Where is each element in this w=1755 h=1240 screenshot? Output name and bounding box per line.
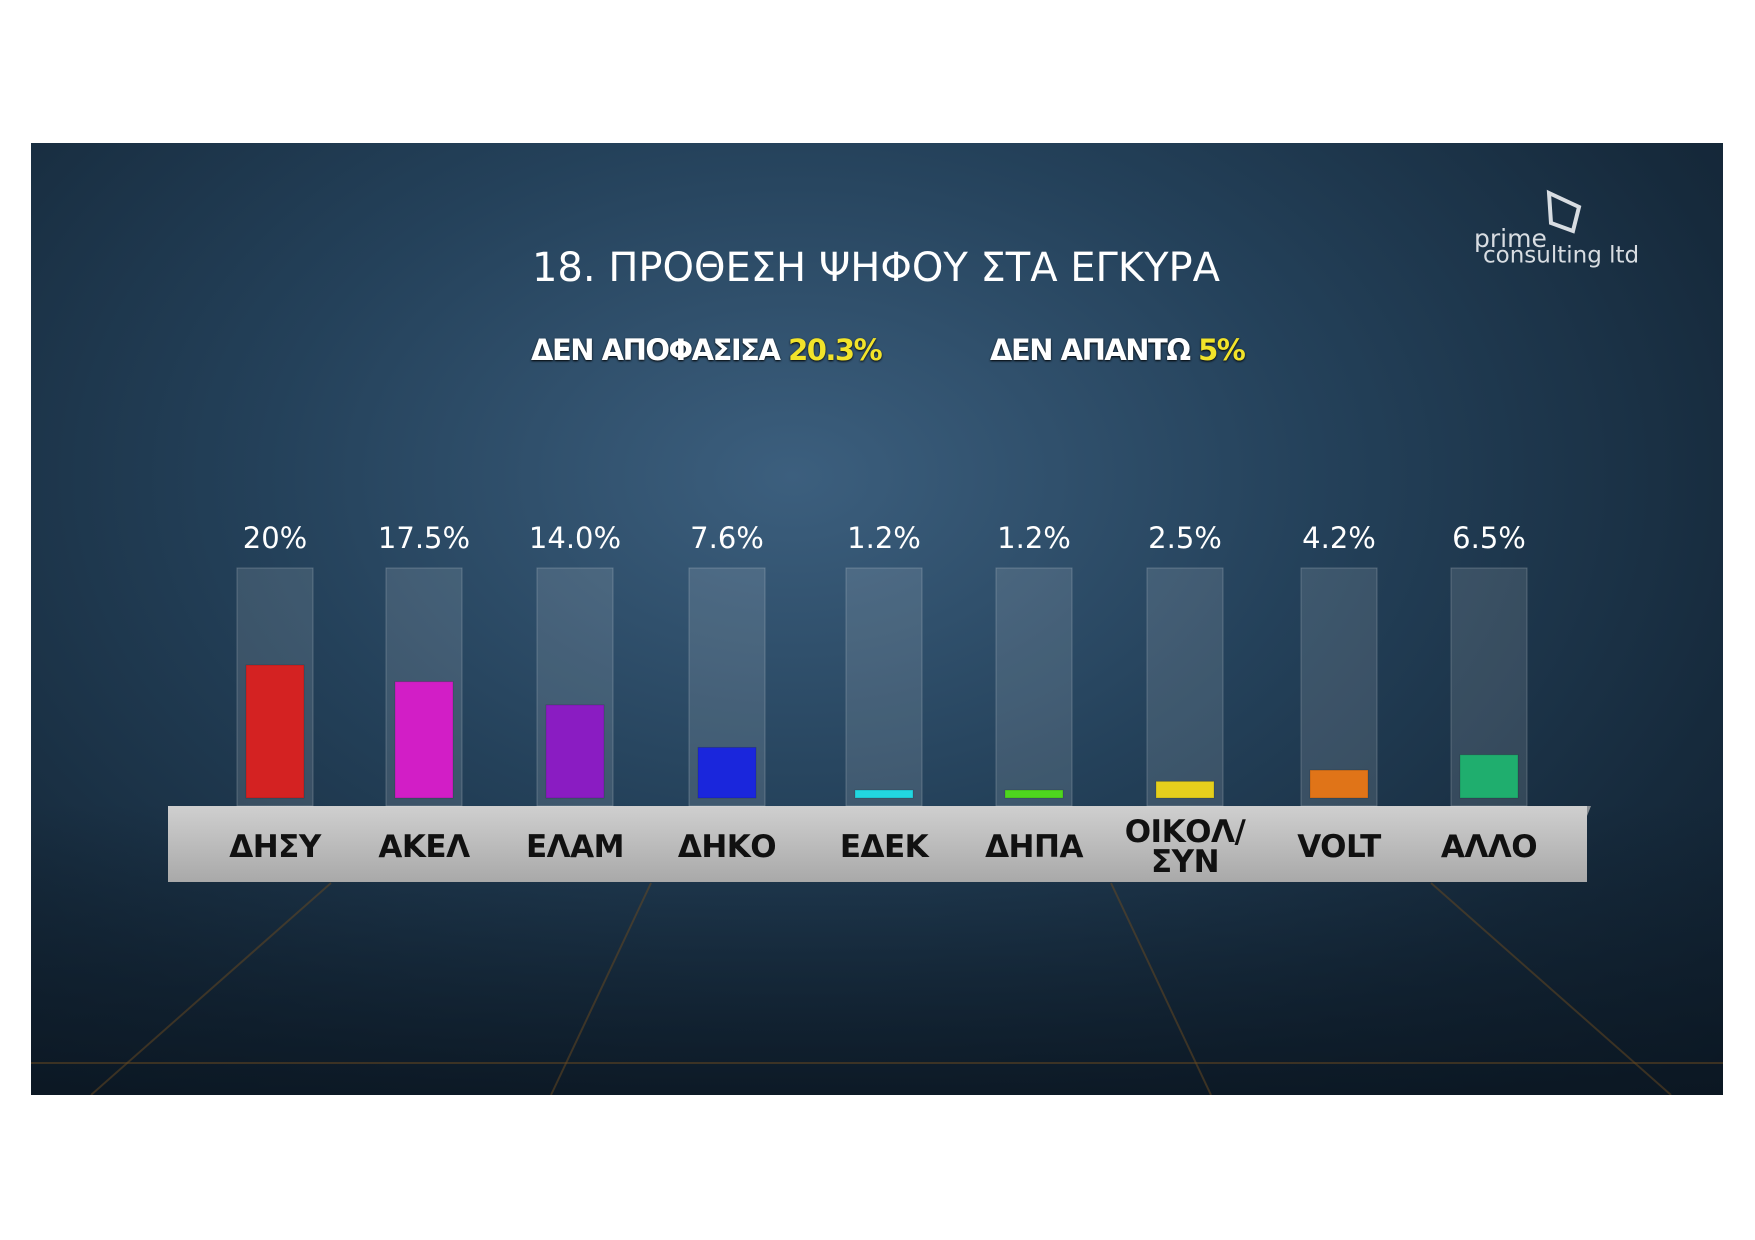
bar	[697, 746, 757, 799]
floor-grid	[31, 882, 1723, 1095]
category-label: ΕΔΕΚ	[839, 829, 929, 865]
tube	[995, 567, 1073, 807]
bar	[854, 789, 914, 799]
category-label: ΟΙΚΟΛ/ ΣΥΝ	[1124, 814, 1246, 880]
value-label: 1.2%	[847, 521, 921, 555]
value-label: 17.5%	[378, 521, 470, 555]
platform	[168, 806, 1587, 882]
bar	[394, 681, 454, 799]
note-text: ΔΕΝ ΑΠΑΝΤΩ	[990, 333, 1191, 367]
logo-line: consulting ltd	[1483, 243, 1639, 269]
chart: 18. ΠΡΟΘΕΣΗ ΨΗΦΟΥ ΣΤΑ ΕΓΚΥΡΑ prime consu…	[31, 189, 1723, 1095]
value-label: 1.2%	[997, 521, 1071, 555]
bar	[1309, 769, 1369, 799]
chart-title: 18. ΠΡΟΘΕΣΗ ΨΗΦΟΥ ΣΤΑ ΕΓΚΥΡΑ	[532, 245, 1221, 291]
value-label: 4.2%	[1302, 521, 1376, 555]
category-label: ΑΚΕΛ	[378, 829, 470, 865]
bar	[245, 664, 305, 799]
bar	[1155, 780, 1215, 799]
note-value: 5%	[1198, 333, 1246, 367]
note: ΔΕΝ ΑΠΟΦΑΣΙΣΑ 20.3%	[531, 333, 883, 367]
value-label: 2.5%	[1148, 521, 1222, 555]
value-label: 14.0%	[529, 521, 621, 555]
bar	[1459, 754, 1519, 799]
category-label: ΔΗΣΥ	[229, 829, 321, 865]
bar	[545, 704, 605, 799]
logo-mark	[1546, 189, 1582, 234]
tube	[1146, 567, 1224, 807]
category-label: ΕΛΑΜ	[525, 829, 625, 865]
tube	[845, 567, 923, 807]
value-label: 20%	[243, 521, 307, 555]
value-label: 6.5%	[1452, 521, 1526, 555]
note-value: 20.3%	[788, 333, 883, 367]
bar	[1004, 789, 1064, 799]
note: ΔΕΝ ΑΠΑΝΤΩ 5%	[990, 333, 1246, 367]
logo-line: prime	[1474, 224, 1547, 253]
category-label: ΑΛΛΟ	[1440, 829, 1538, 865]
category-label: ΔΗΚΟ	[677, 829, 777, 865]
note-text: ΔΕΝ ΑΠΟΦΑΣΙΣΑ	[531, 333, 781, 367]
value-label: 7.6%	[690, 521, 764, 555]
category-label: ΔΗΠΑ	[985, 829, 1083, 865]
category-label: VOLT	[1297, 829, 1381, 865]
chart-panel: 18. ΠΡΟΘΕΣΗ ΨΗΦΟΥ ΣΤΑ ΕΓΚΥΡΑ prime consu…	[31, 143, 1723, 1095]
tube	[1300, 567, 1378, 807]
